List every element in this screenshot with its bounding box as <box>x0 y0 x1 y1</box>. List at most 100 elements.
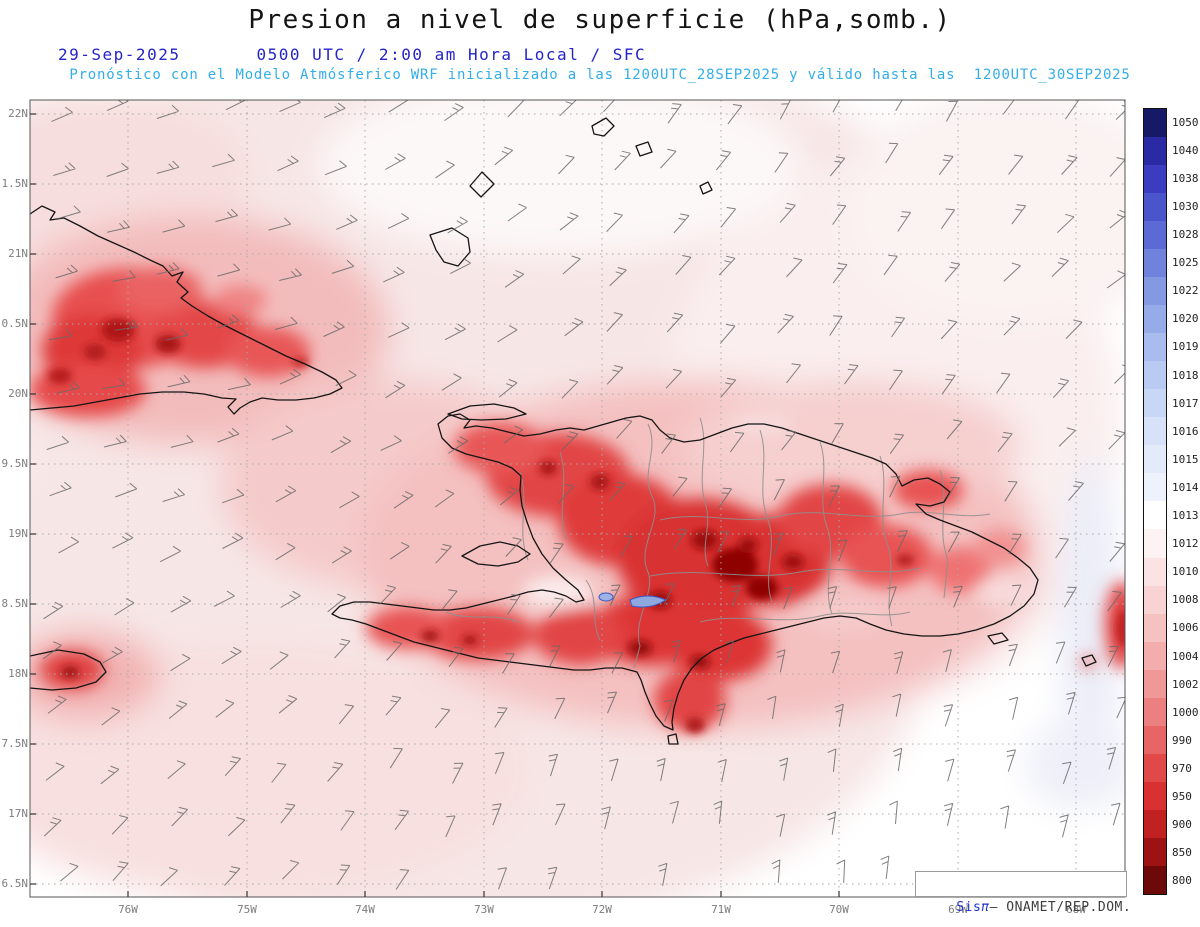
lon-label: 73W <box>474 903 494 916</box>
colorbar-cell <box>1144 249 1166 278</box>
colorbar-cell <box>1144 725 1166 754</box>
colorbar-cell <box>1144 501 1166 530</box>
colorbar-value: 1028 <box>1172 227 1199 241</box>
lat-label: 0.5N <box>1 317 29 330</box>
colorbar-value: 900 <box>1172 818 1192 832</box>
lon-label: 76W <box>118 903 138 916</box>
colorbar-cell <box>1144 361 1166 390</box>
colorbar-value: 1008 <box>1172 593 1199 607</box>
colorbar-value: 1018 <box>1172 368 1199 382</box>
colorbar-value: 1040 <box>1172 143 1199 157</box>
lat-label: 7.5N <box>1 737 29 750</box>
pi-logo-icon: π <box>981 900 990 915</box>
colorbar-value: 1013 <box>1172 509 1199 523</box>
colorbar-value: 1025 <box>1172 256 1199 270</box>
colorbar-cell <box>1144 697 1166 726</box>
lon-label: 75W <box>237 903 257 916</box>
forecast-date: 29-Sep-2025 <box>58 45 181 64</box>
lon-label: 71W <box>711 903 731 916</box>
page-title: Presion a nivel de superficie (hPa,somb.… <box>248 5 952 35</box>
forecast-time: 0500 UTC / 2:00 am Hora Local / SFC <box>256 45 647 64</box>
colorbar-value: 1016 <box>1172 424 1199 438</box>
island-tortuga <box>447 403 527 421</box>
colorbar-cell <box>1144 277 1166 306</box>
colorbar-cell <box>1144 305 1166 334</box>
colorbar-cell <box>1144 445 1166 474</box>
colorbar-cell <box>1144 809 1166 838</box>
credit-text: – ONAMET/REP.DOM. <box>989 900 1132 915</box>
model-info-line: Pronóstico con el Modelo Atmósferico WRF… <box>69 67 1131 83</box>
island-beata <box>667 733 679 745</box>
colorbar-value: 1014 <box>1172 480 1199 494</box>
lat-label: 9.5N <box>1 457 29 470</box>
colorbar-cell <box>1144 613 1166 642</box>
lake-azuei <box>598 592 614 602</box>
colorbar-cell <box>1144 193 1166 222</box>
lon-label: 74W <box>355 903 375 916</box>
colorbar-value: 1012 <box>1172 537 1199 551</box>
lat-label: 6.5N <box>1 877 29 890</box>
colorbar-value: 1015 <box>1172 452 1199 466</box>
colorbar-value: 1038 <box>1172 171 1199 185</box>
colorbar-value: 1006 <box>1172 621 1199 635</box>
colorbar-value: 800 <box>1172 874 1192 888</box>
credit-box: Sisπ– ONAMET/REP.DOM. <box>915 871 1131 915</box>
coastlines <box>30 117 1097 745</box>
colorbar-cell <box>1144 333 1166 362</box>
colorbar-cell <box>1144 865 1166 894</box>
colorbar-cell <box>1144 529 1166 558</box>
lat-label: 19N <box>8 527 28 540</box>
lat-label: 22N <box>8 107 28 120</box>
island-turks <box>699 181 713 195</box>
colorbar-cell <box>1144 165 1166 194</box>
plot-frame <box>29 99 1126 898</box>
lat-label: 8.5N <box>1 597 29 610</box>
coastline-hispaniola <box>331 413 1039 731</box>
datetime-line: 29-Sep-2025 0500 UTC / 2:00 am Hora Loca… <box>58 45 646 64</box>
colorbar-value: 1019 <box>1172 340 1199 354</box>
lon-label: 70W <box>829 903 849 916</box>
colorbar-cell <box>1144 417 1166 446</box>
colorbar-value: 850 <box>1172 846 1192 860</box>
axis-ticks <box>30 113 1077 897</box>
colorbar-value: 1017 <box>1172 396 1199 410</box>
pressure-shading-strong <box>30 267 1125 731</box>
lat-label: 20N <box>8 387 28 400</box>
colorbar-value: 1022 <box>1172 284 1199 298</box>
credit-brand: Sis <box>956 900 982 915</box>
colorbar <box>1143 108 1167 895</box>
island-little-inagua <box>469 171 495 198</box>
colorbar-cell <box>1144 837 1166 866</box>
colorbar-value: 1000 <box>1172 705 1199 719</box>
province-borders <box>445 417 991 669</box>
coastline-cuba <box>30 205 343 415</box>
colorbar-cell <box>1144 781 1166 810</box>
colorbar-value: 1010 <box>1172 565 1199 579</box>
colorbar-cell <box>1144 137 1166 166</box>
island-gonave <box>461 541 531 567</box>
colorbar-cell <box>1144 669 1166 698</box>
colorbar-value: 1050 <box>1172 115 1199 129</box>
colorbar-cell <box>1144 109 1166 138</box>
lon-label: 68W <box>1058 903 1094 916</box>
colorbar-cell <box>1144 389 1166 418</box>
colorbar-value: 970 <box>1172 762 1192 776</box>
colorbar-cell <box>1144 641 1166 670</box>
island-saona <box>987 632 1009 645</box>
lat-label: 21N <box>8 247 28 260</box>
coastline-jamaica <box>30 649 107 691</box>
island-caicos-1 <box>591 117 615 137</box>
wind-barbs <box>42 100 1125 890</box>
lon-label: 69W <box>940 903 976 916</box>
lat-label: 18N <box>8 667 28 680</box>
lat-label: 1.5N <box>1 177 29 190</box>
grid-lines <box>30 100 1125 897</box>
colorbar-value: 1020 <box>1172 312 1199 326</box>
lon-label: 72W <box>592 903 612 916</box>
colorbar-cell <box>1144 557 1166 586</box>
colorbar-cell <box>1144 221 1166 250</box>
colorbar-value: 950 <box>1172 790 1192 804</box>
colorbar-value: 1030 <box>1172 199 1199 213</box>
